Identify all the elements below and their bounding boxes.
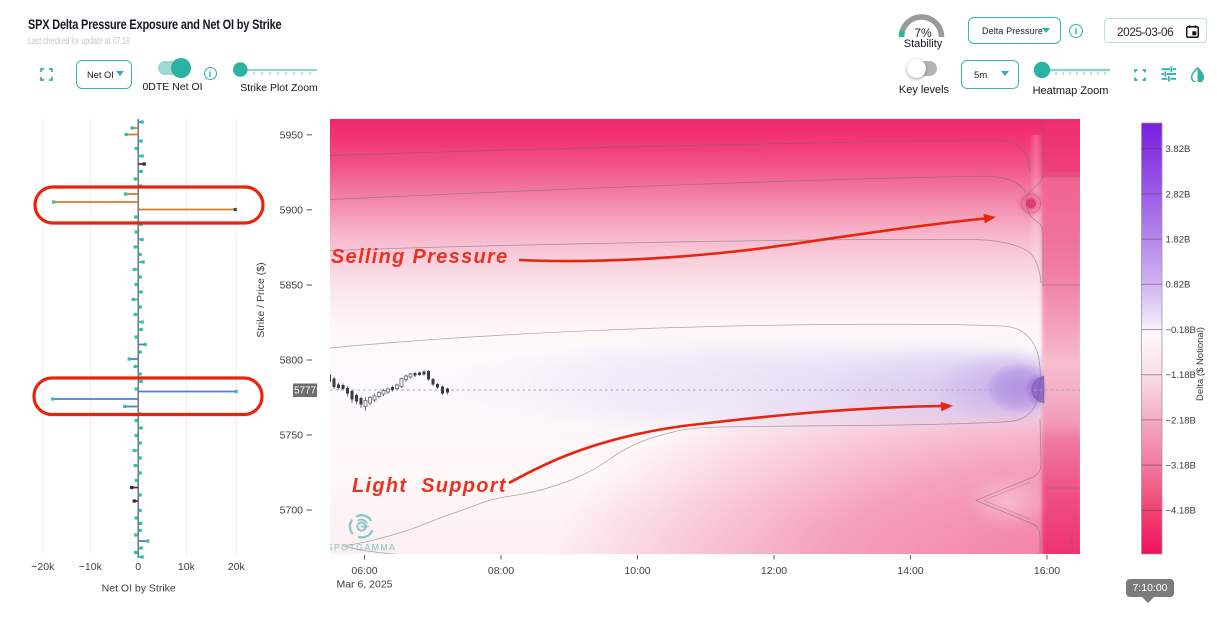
- svg-text:0: 0: [135, 561, 141, 573]
- svg-text:10:00: 10:00: [624, 565, 650, 577]
- svg-text:20k: 20k: [228, 561, 246, 573]
- svg-text:Net OI by Strike: Net OI by Strike: [102, 583, 176, 595]
- svg-text:Mar 6, 2025: Mar 6, 2025: [336, 579, 392, 591]
- svg-text:06:00: 06:00: [351, 565, 377, 577]
- svg-text:−1.18B: −1.18B: [1166, 370, 1196, 381]
- svg-text:5950: 5950: [280, 129, 304, 141]
- svg-text:5900: 5900: [280, 204, 304, 216]
- svg-text:−2.18B: −2.18B: [1166, 415, 1196, 426]
- svg-text:5850: 5850: [280, 280, 304, 292]
- svg-text:−10k: −10k: [79, 561, 103, 573]
- svg-text:12:00: 12:00: [761, 565, 787, 577]
- svg-text:5700: 5700: [280, 505, 304, 517]
- svg-text:−0.18B: −0.18B: [1166, 325, 1196, 336]
- svg-text:16:00: 16:00: [1034, 565, 1060, 577]
- svg-text:3.82B: 3.82B: [1166, 144, 1191, 155]
- svg-text:−4.18B: −4.18B: [1166, 506, 1196, 517]
- svg-text:08:00: 08:00: [488, 565, 514, 577]
- svg-text:−20k: −20k: [31, 561, 55, 573]
- svg-text:Delta ($ Notional): Delta ($ Notional): [1195, 327, 1206, 401]
- svg-text:5750: 5750: [280, 430, 304, 442]
- svg-text:−3.18B: −3.18B: [1166, 461, 1196, 472]
- svg-text:SPOTGAMMA: SPOTGAMMA: [327, 543, 397, 553]
- svg-text:10k: 10k: [178, 561, 196, 573]
- svg-text:2.82B: 2.82B: [1166, 189, 1191, 200]
- svg-text:5777: 5777: [294, 386, 316, 397]
- svg-text:1.82B: 1.82B: [1166, 235, 1191, 246]
- svg-text:Strike / Price ($): Strike / Price ($): [255, 262, 267, 337]
- svg-text:5800: 5800: [280, 355, 304, 367]
- svg-text:0.82B: 0.82B: [1166, 280, 1191, 291]
- svg-text:14:00: 14:00: [897, 565, 923, 577]
